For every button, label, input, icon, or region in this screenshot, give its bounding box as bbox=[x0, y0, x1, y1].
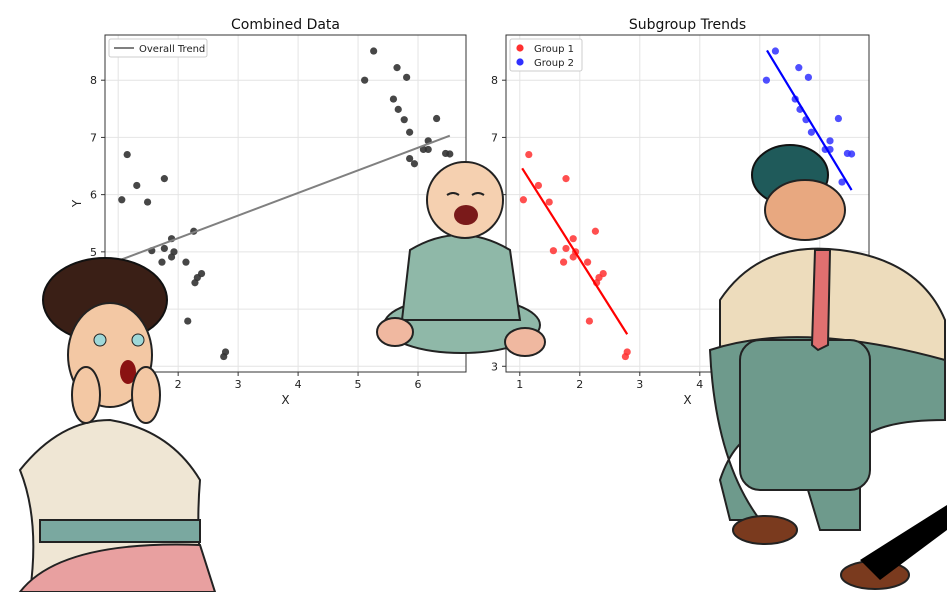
x-tick-label: 4 bbox=[696, 378, 703, 391]
legend-marker bbox=[516, 58, 524, 66]
x-axis-label: X bbox=[281, 393, 289, 407]
data-point-group-2 bbox=[838, 178, 846, 186]
data-point bbox=[389, 95, 398, 103]
data-point-group-1 bbox=[534, 181, 543, 190]
data-point bbox=[158, 258, 166, 266]
data-point bbox=[184, 317, 192, 325]
overall-trend-line bbox=[120, 134, 451, 261]
plot-frame bbox=[505, 34, 870, 373]
data-point-group-1 bbox=[525, 150, 533, 159]
data-point bbox=[118, 196, 126, 204]
data-point bbox=[133, 181, 141, 190]
distressed-man-illustration bbox=[708, 144, 947, 590]
data-point-group-1 bbox=[584, 258, 592, 266]
data-point-group-2 bbox=[795, 64, 803, 72]
legend: Group 1 Group 2 bbox=[509, 38, 583, 72]
data-point bbox=[143, 198, 152, 206]
x-tick-label: 2 bbox=[576, 378, 583, 391]
data-point-group-2 bbox=[834, 114, 843, 123]
data-point-group-1 bbox=[562, 244, 570, 253]
data-point-group-2 bbox=[848, 150, 856, 158]
data-point-group-2 bbox=[807, 128, 816, 136]
legend: Overall Trend bbox=[108, 38, 208, 58]
legend-box bbox=[108, 38, 208, 58]
data-point-group-1 bbox=[591, 227, 600, 235]
legend-label: Group 1 bbox=[534, 44, 574, 55]
data-point-group-1 bbox=[519, 196, 528, 204]
data-point bbox=[400, 116, 408, 124]
data-point-group-1 bbox=[569, 253, 577, 261]
x-tick-label: 4 bbox=[295, 378, 302, 391]
y-tick-label: 6 bbox=[90, 189, 97, 202]
x-tick-label: 3 bbox=[235, 378, 242, 391]
legend-label: Group 2 bbox=[534, 58, 574, 69]
x-tick-label: 1 bbox=[516, 378, 523, 391]
data-point bbox=[123, 150, 131, 159]
data-point bbox=[403, 73, 411, 81]
data-point bbox=[370, 47, 378, 55]
data-point bbox=[160, 244, 168, 253]
data-point bbox=[160, 175, 168, 183]
data-point bbox=[424, 145, 432, 154]
data-point bbox=[167, 253, 176, 261]
x-axis-label: X bbox=[683, 393, 691, 407]
data-point bbox=[410, 160, 419, 168]
data-point bbox=[191, 279, 199, 287]
data-point bbox=[220, 352, 228, 361]
data-point bbox=[446, 150, 454, 158]
data-point bbox=[393, 64, 401, 72]
data-point-group-1 bbox=[549, 247, 558, 255]
x-tick-label: 5 bbox=[355, 378, 362, 391]
crying-baby-illustration bbox=[376, 161, 546, 357]
y-tick-label: 5 bbox=[90, 246, 97, 259]
shocked-woman-illustration bbox=[18, 257, 217, 592]
data-point-group-1 bbox=[562, 175, 570, 183]
y-tick-label: 7 bbox=[491, 131, 498, 144]
data-point-group-2 bbox=[804, 73, 813, 81]
legend-box bbox=[509, 38, 583, 72]
trend-line-group-2 bbox=[766, 49, 853, 191]
data-point-group-2 bbox=[762, 76, 771, 84]
y-tick-label: 3 bbox=[491, 360, 498, 373]
y-axis-label: Y bbox=[70, 199, 84, 208]
data-point bbox=[406, 128, 414, 136]
legend-label: Overall Trend bbox=[139, 44, 205, 55]
data-point-group-2 bbox=[826, 137, 834, 145]
x-tick-label: 2 bbox=[175, 378, 182, 391]
y-tick-label: 8 bbox=[90, 74, 97, 87]
data-point bbox=[182, 258, 190, 266]
data-point-group-1 bbox=[621, 352, 630, 361]
legend-marker bbox=[516, 44, 524, 52]
data-point bbox=[406, 154, 414, 163]
data-point-group-1 bbox=[585, 317, 594, 325]
data-point-group-1 bbox=[569, 235, 577, 243]
x-tick-label: 3 bbox=[636, 378, 643, 391]
data-point bbox=[433, 114, 441, 123]
data-point-group-1 bbox=[560, 258, 568, 266]
chart-title: Subgroup Trends bbox=[629, 17, 746, 33]
y-tick-label: 8 bbox=[491, 74, 498, 87]
y-tick-label: 7 bbox=[90, 131, 97, 144]
data-point-group-2 bbox=[771, 47, 780, 55]
data-point bbox=[394, 105, 402, 113]
x-tick-label: 6 bbox=[415, 378, 422, 391]
data-point bbox=[361, 76, 369, 84]
trend-line-group-1 bbox=[521, 167, 629, 335]
chart-title: Combined Data bbox=[231, 17, 340, 33]
data-point-group-1 bbox=[545, 198, 553, 206]
